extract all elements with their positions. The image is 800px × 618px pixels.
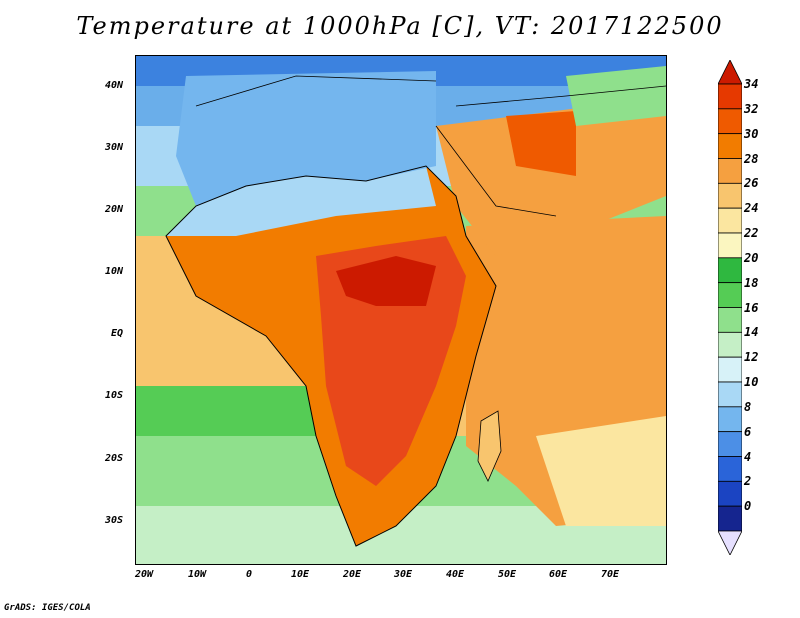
lon-label-10e: 10E bbox=[291, 569, 310, 580]
colorbar-segment bbox=[718, 480, 742, 507]
colorbar-label: 20 bbox=[744, 250, 759, 265]
colorbar-top-arrow bbox=[718, 60, 742, 85]
middle-east-green bbox=[566, 66, 666, 126]
lat-label-10n: 10N bbox=[105, 266, 124, 277]
colorbar-segment bbox=[718, 282, 742, 308]
colorbar-label: 0 bbox=[744, 499, 752, 514]
colorbar-segment bbox=[718, 307, 742, 333]
lat-label-20n: 20N bbox=[105, 204, 124, 215]
colorbar-label: 30 bbox=[744, 126, 759, 141]
colorbar-segment bbox=[718, 381, 742, 408]
lon-label-10w: 10W bbox=[188, 569, 207, 580]
lon-label-40e: 40E bbox=[446, 569, 465, 580]
colorbar-segment bbox=[718, 108, 742, 135]
lat-label-30n: 30N bbox=[105, 142, 124, 153]
colorbar-label: 18 bbox=[744, 275, 759, 290]
lat-label-eq: EQ bbox=[111, 328, 124, 339]
lon-label-70e: 70E bbox=[601, 569, 620, 580]
colorbar-label: 22 bbox=[744, 226, 759, 240]
colorbar-label: 8 bbox=[744, 399, 752, 414]
colorbar-segment bbox=[718, 331, 742, 358]
colorbar-label: 4 bbox=[744, 449, 752, 464]
indian-ocean-mild bbox=[536, 416, 666, 526]
colorbar-segment bbox=[718, 232, 742, 259]
coastline-north bbox=[195, 75, 666, 217]
lon-label-60e: 60E bbox=[549, 569, 568, 580]
colorbar-segment bbox=[718, 505, 742, 532]
colorbar-bottom-arrow bbox=[718, 530, 742, 555]
lat-label-30s: 30S bbox=[105, 515, 124, 526]
colorbar-label: 24 bbox=[744, 201, 759, 216]
lon-label-30e: 30E bbox=[394, 569, 413, 580]
lon-label-50e: 50E bbox=[498, 569, 517, 580]
colorbar-segment bbox=[718, 207, 742, 234]
sahel-hottest bbox=[336, 256, 436, 306]
colorbar-label: 16 bbox=[744, 300, 759, 315]
footer-credit: GrADS: IGES/COLA bbox=[4, 603, 91, 613]
colorbar-label: 10 bbox=[744, 375, 759, 389]
colorbar-label: 34 bbox=[744, 77, 759, 91]
colorbar-segment bbox=[718, 83, 742, 110]
temperature-map bbox=[136, 56, 666, 564]
colorbar-label: 2 bbox=[744, 474, 752, 489]
colorbar-segment bbox=[718, 356, 742, 383]
sahara-cool bbox=[166, 166, 436, 236]
lat-label-40n: 40N bbox=[105, 80, 124, 91]
colorbar-label: 6 bbox=[744, 424, 752, 439]
lon-label-20w: 20W bbox=[135, 569, 154, 580]
colorbar bbox=[718, 60, 742, 555]
colorbar-label: 26 bbox=[744, 176, 759, 191]
colorbar-segment bbox=[718, 182, 742, 209]
colorbar-segment bbox=[718, 456, 742, 482]
colorbar-segment bbox=[718, 158, 742, 184]
lon-label-20e: 20E bbox=[343, 569, 362, 580]
africa-coastline bbox=[165, 165, 497, 547]
colorbar-segment bbox=[718, 257, 742, 284]
map-panel bbox=[135, 55, 667, 565]
chart-title: Temperature at 1000hPa [C], VT: 20171225… bbox=[76, 12, 724, 40]
colorbar-label: 12 bbox=[744, 350, 759, 365]
madagascar bbox=[477, 410, 502, 482]
colorbar-label: 14 bbox=[744, 325, 759, 340]
arabia-region bbox=[436, 96, 666, 256]
north-africa-cool bbox=[176, 71, 436, 206]
colorbar-segment bbox=[718, 133, 742, 159]
lat-label-10s: 10S bbox=[105, 390, 124, 401]
lat-label-20s: 20S bbox=[105, 453, 124, 464]
arabia-hot-spot bbox=[506, 111, 576, 176]
colorbar-label: 32 bbox=[744, 101, 759, 116]
lon-label-0: 0 bbox=[246, 569, 253, 580]
colorbar-segment bbox=[718, 431, 742, 457]
colorbar-segment bbox=[718, 406, 742, 433]
colorbar-label: 28 bbox=[744, 151, 759, 166]
